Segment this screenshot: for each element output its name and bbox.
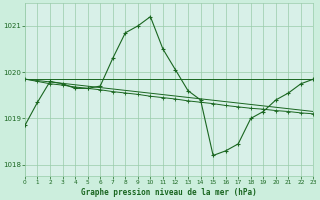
X-axis label: Graphe pression niveau de la mer (hPa): Graphe pression niveau de la mer (hPa) bbox=[81, 188, 257, 197]
